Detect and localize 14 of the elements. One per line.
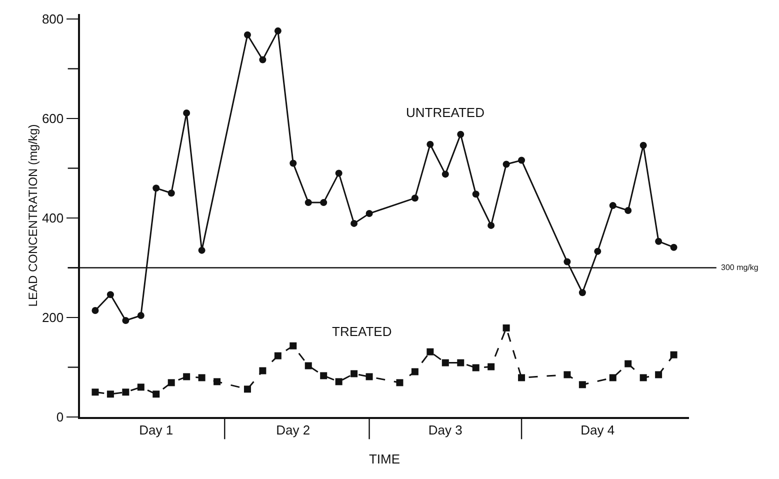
- x-tick-label: Day 3: [428, 422, 462, 438]
- y-tick-label: 600: [42, 111, 64, 126]
- x-tick-label: Day 2: [276, 422, 310, 438]
- series-label: UNTREATED: [406, 105, 484, 120]
- x-axis-title: TIME: [368, 451, 400, 466]
- y-tick-label: 800: [42, 12, 64, 27]
- x-tick-label: Day 4: [580, 422, 615, 438]
- ref-line-label: 300 mg/kg: [721, 263, 758, 272]
- y-axis-title: LEAD CONCENTRATION (mg/kg): [26, 124, 40, 307]
- y-tick-label: 200: [42, 310, 64, 326]
- text: TREATED: [332, 324, 392, 339]
- x-tick-label: Day 1: [139, 422, 174, 438]
- y-tick-label: 400: [42, 210, 64, 226]
- y-tick-label: 0: [56, 410, 64, 425]
